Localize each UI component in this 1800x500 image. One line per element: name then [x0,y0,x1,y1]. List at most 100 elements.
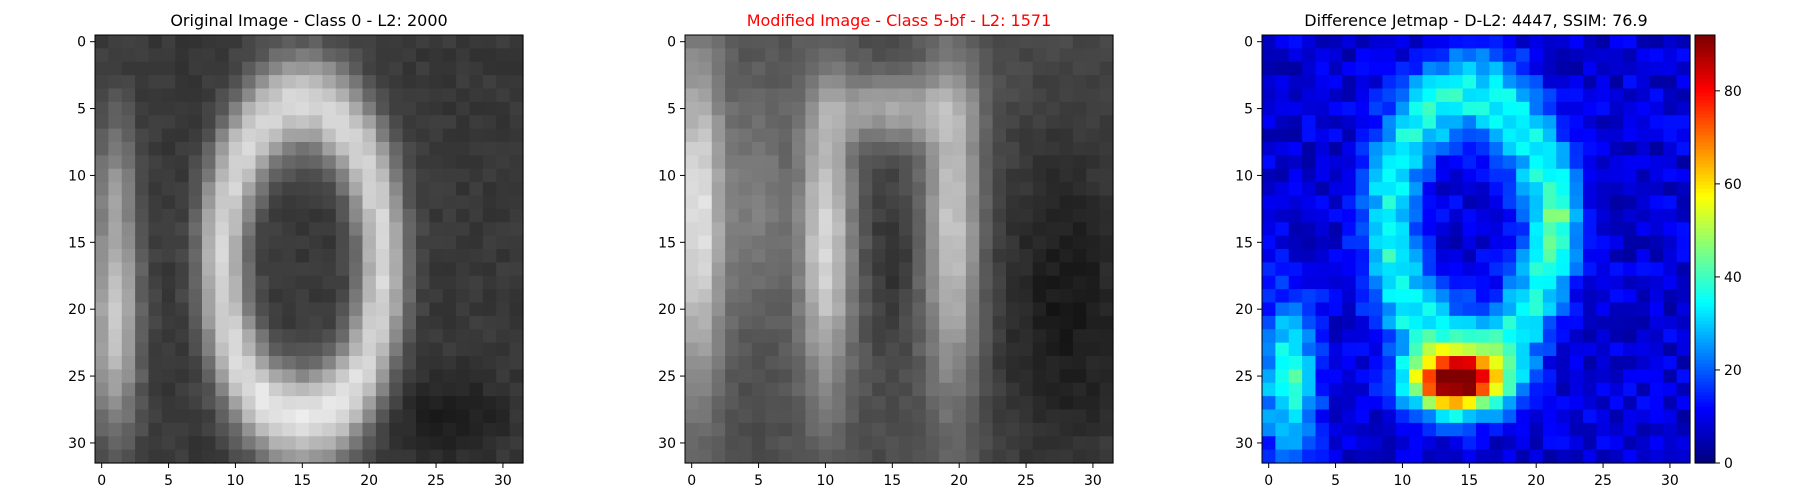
pixel [1623,222,1638,237]
pixel [202,101,216,116]
pixel [416,155,430,170]
pixel [375,195,390,210]
pixel [1019,155,1034,170]
pixel [1476,262,1490,277]
colorbar-segment [1695,138,1715,143]
pixel [295,302,310,317]
pixel [202,61,216,76]
pixel [1409,409,1424,424]
pixel [1435,35,1450,49]
colorbar-segment [1695,409,1715,414]
pixel [295,35,310,49]
pixel [402,195,417,210]
colorbar-segment [1695,252,1715,257]
pixel [1462,128,1477,143]
pixel [872,289,887,304]
pixel [979,356,994,370]
pixel [992,396,1007,411]
colorbar-segment [1695,88,1715,93]
pixel [215,35,230,49]
pixel [725,342,740,357]
y-tick-label: 10 [1235,168,1253,184]
pixel [1382,289,1397,304]
pixel [1542,168,1557,183]
pixel [416,61,430,76]
pixel [1449,88,1464,103]
pixel [402,409,417,424]
pixel [1476,289,1490,304]
pixel [108,356,123,370]
pixel [295,222,310,237]
pixel [255,342,270,357]
pixel [215,262,230,277]
pixel [858,262,873,277]
pixel [1032,302,1047,317]
pixel [1382,235,1397,250]
pixel [255,61,270,76]
pixel [442,88,457,103]
pixel [135,289,150,304]
pixel [175,48,190,63]
pixel [456,235,471,250]
pixel [1489,356,1504,370]
pixel [228,409,243,424]
pixel [242,409,257,424]
pixel [1435,88,1450,103]
colorbar-segment [1695,348,1715,354]
pixel [322,168,337,183]
pixel [442,342,457,357]
pixel [402,356,417,370]
pixel [1369,128,1383,143]
pixel [121,342,136,357]
pixel [1046,155,1061,170]
pixel [362,235,377,250]
pixel [1676,342,1691,357]
pixel [885,262,900,277]
pixel [1072,436,1087,451]
pixel [282,342,297,357]
pixel [885,289,900,304]
pixel [751,208,766,223]
pixel [1609,436,1624,451]
pixel [1315,128,1330,143]
pixel [818,302,833,317]
pixel [188,329,203,344]
pixel [349,48,364,63]
pixel [402,48,417,63]
pixel [469,195,484,210]
pixel [1649,142,1664,156]
pixel [1569,195,1584,210]
x-tick-label: 10 [227,473,245,489]
pixel [188,262,203,277]
pixel [1435,142,1450,156]
pixel [295,356,310,370]
pixel [335,369,350,384]
pixel [698,436,713,451]
pixel [832,249,847,263]
pixel [751,88,766,103]
pixel [1032,88,1047,103]
pixel [416,315,430,330]
pixel [1072,342,1087,357]
pixel [1072,101,1087,116]
pixel [685,142,699,156]
pixel [456,75,471,90]
pixel [765,262,780,277]
pixel [482,115,497,130]
pixel [792,262,806,277]
pixel [1462,436,1477,451]
colorbar-segment [1695,391,1715,396]
pixel [429,48,444,63]
pixel [1529,382,1544,397]
pixel [1623,249,1638,263]
pixel [402,342,417,357]
pixel [1072,302,1087,317]
pixel [242,115,257,130]
pixel [1395,249,1410,263]
pixel [402,182,417,197]
pixel [322,208,337,223]
pixel [1288,356,1303,370]
pixel [255,35,270,49]
pixel [925,195,940,210]
pixel [1275,342,1290,357]
